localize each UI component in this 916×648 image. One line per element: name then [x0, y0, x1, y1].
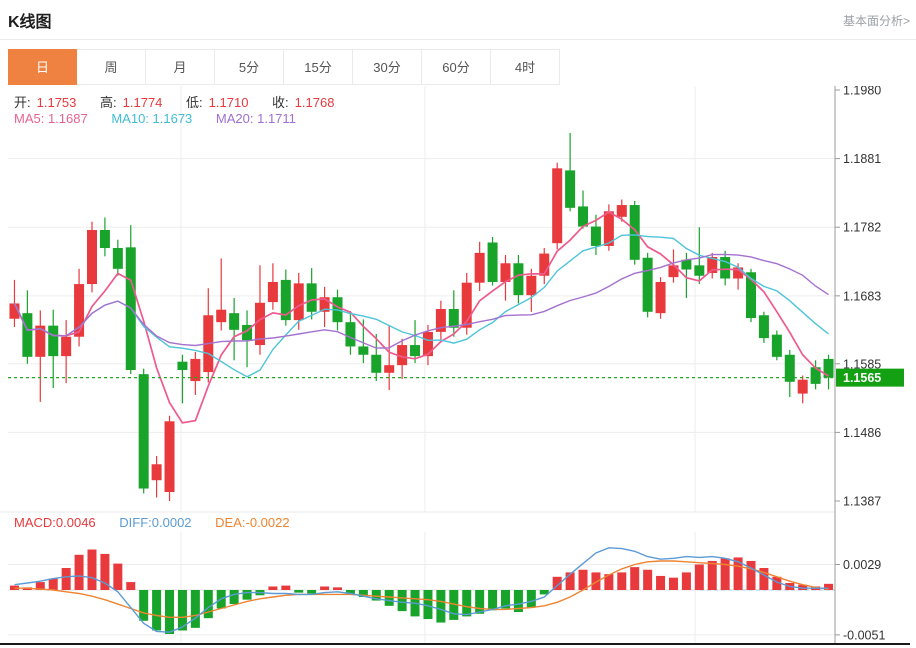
diff-value: DIFF:0.0002	[119, 515, 192, 530]
ma5-line	[13, 211, 829, 424]
price-tick-label: 1.1387	[843, 495, 881, 509]
low-value: 1.1710	[208, 95, 249, 110]
diff-line	[14, 547, 829, 633]
ma20-legend: MA20: 1.1711	[215, 111, 296, 126]
macd-value: MACD:0.0046	[14, 515, 96, 530]
tab-5min[interactable]: 5分	[215, 49, 284, 85]
ma10-line	[13, 234, 829, 378]
current-price-badge: 1.1565	[836, 368, 904, 387]
candlestick-layer	[9, 132, 834, 501]
tab-4hour[interactable]: 4时	[491, 49, 560, 85]
price-tick-label: 1.1486	[843, 426, 881, 440]
close-value: 1.1768	[294, 95, 335, 110]
macd-tick-label: -0.0051	[843, 628, 885, 642]
price-tick-label: 1.1585	[843, 357, 881, 371]
macd-legend: MACD:0.0046 DIFF:0.0002 DEA:-0.0022	[14, 515, 296, 530]
ohlc-legend: 开: 1.1753 高: 1.1774 低: 1.1710 收: 1.1768	[14, 92, 340, 111]
macd-lines-layer	[14, 547, 829, 633]
fundamental-analysis-link[interactable]: 基本面分析>	[842, 14, 910, 28]
tab-monthly[interactable]: 月	[146, 49, 215, 85]
ma-legend: MA5: 1.1687 MA10: 1.1673 MA20: 1.1711	[14, 111, 302, 126]
open-value: 1.1753	[36, 95, 77, 110]
price-tick-label: 1.1683	[843, 289, 881, 303]
macd-tick-label: 0.0029	[843, 558, 881, 572]
period-tab-bar: 日 周 月 5分 15分 30分 60分 4时	[8, 49, 560, 85]
low-label: 低:	[186, 95, 203, 110]
price-tick-label: 1.1980	[843, 86, 881, 98]
price-tick-label: 1.1881	[843, 152, 881, 166]
dea-value: DEA:-0.0022	[215, 515, 290, 530]
ma-lines-layer	[13, 211, 829, 424]
high-label: 高:	[100, 95, 117, 110]
ma10-legend: MA10: 1.1673	[111, 111, 193, 126]
grid-layer	[0, 86, 835, 643]
tab-weekly[interactable]: 周	[77, 49, 146, 85]
page-title: K线图	[8, 14, 52, 31]
tab-daily[interactable]: 日	[8, 49, 77, 85]
tab-60min[interactable]: 60分	[422, 49, 491, 85]
kline-chart[interactable]: 1.1980 1.1881 1.1782 1.1683 1.1585 1.1486 1.13…	[0, 86, 916, 648]
macd-histogram-layer	[9, 549, 834, 634]
tab-30min[interactable]: 30分	[353, 49, 422, 85]
current-price-label: 1.1565	[843, 371, 881, 385]
open-label: 开:	[14, 95, 31, 110]
ma20-line	[13, 253, 829, 349]
price-tick-label: 1.1782	[843, 221, 881, 235]
price-axis: 1.1980 1.1881 1.1782 1.1683 1.1585 1.1486 1.13…	[834, 86, 885, 643]
tab-15min[interactable]: 15分	[284, 49, 353, 85]
dea-line	[14, 560, 829, 618]
close-label: 收:	[272, 95, 289, 110]
header-divider	[0, 39, 916, 40]
high-value: 1.1774	[122, 95, 163, 110]
ma5-legend: MA5: 1.1687	[14, 111, 88, 126]
